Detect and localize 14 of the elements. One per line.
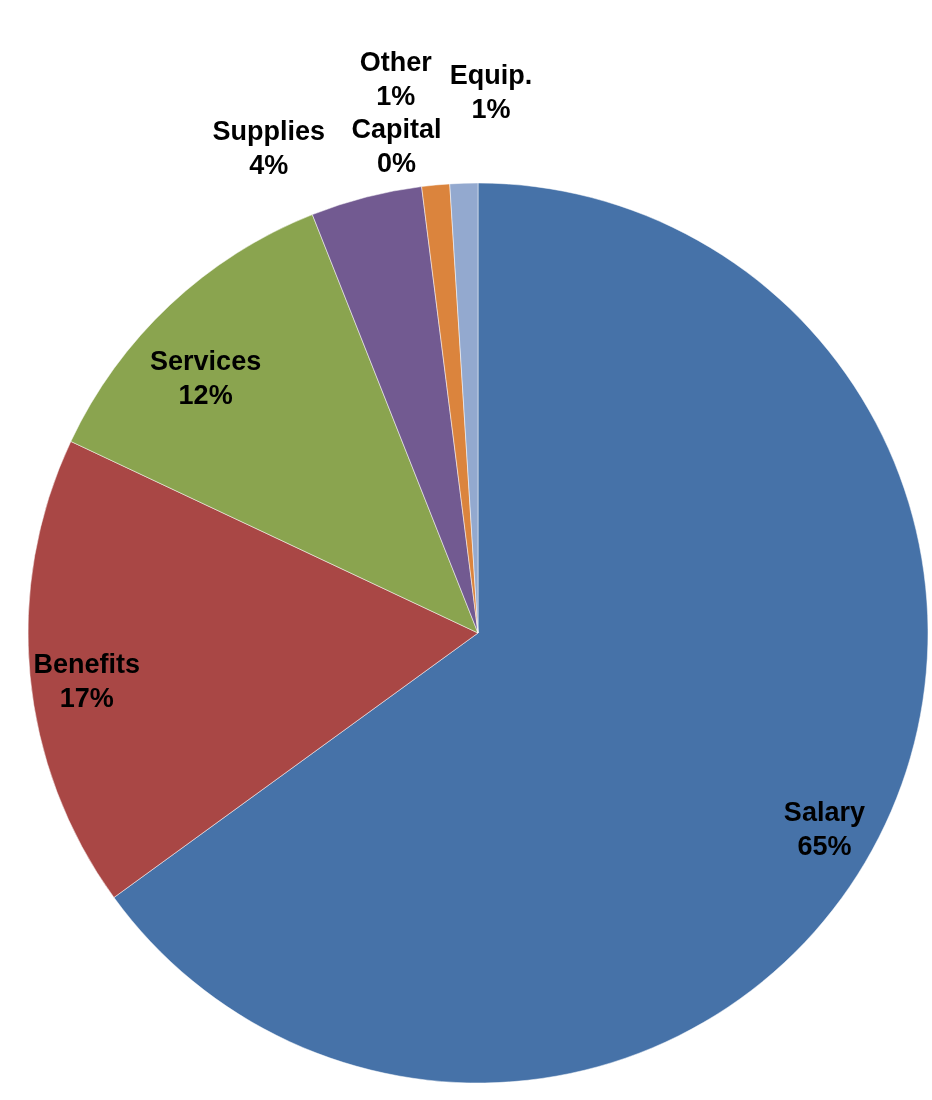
slice-label: Services [150, 345, 262, 376]
data-label: 4% [249, 149, 289, 180]
data-label: 1% [471, 94, 511, 125]
slice-label: Benefits [33, 648, 141, 679]
slice-label: Salary [783, 796, 865, 827]
data-label: 65% [797, 830, 852, 861]
slice-label: Equip. [449, 60, 533, 91]
slice-label: Other [359, 47, 433, 78]
text: 0% [377, 147, 417, 178]
data-label: 1% [376, 81, 416, 112]
data-label: 12% [178, 379, 233, 410]
data-label: 17% [59, 682, 114, 713]
slice-label: Supplies [212, 115, 325, 146]
category-label: Capital [351, 113, 442, 144]
